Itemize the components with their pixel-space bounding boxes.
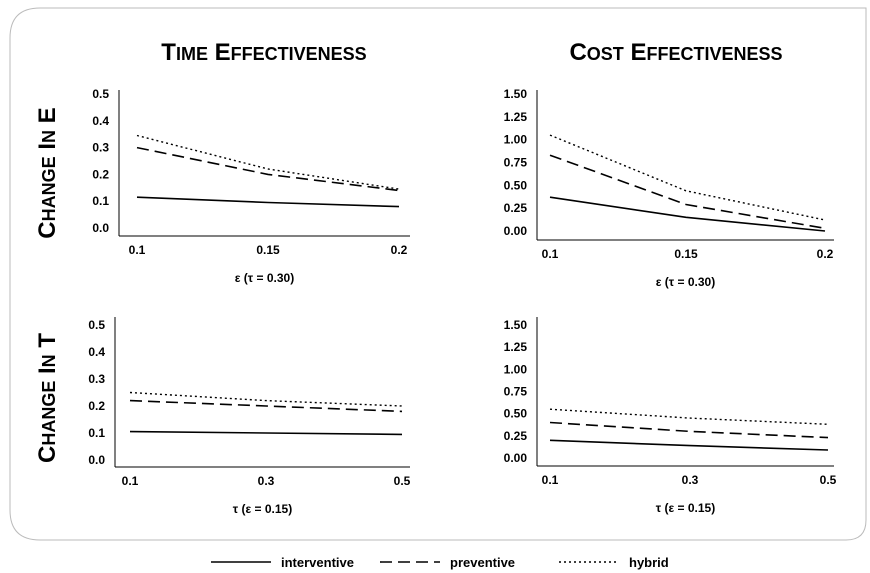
y-tick-label: 0.50 xyxy=(504,178,528,192)
x-tick-label: 0.15 xyxy=(256,243,280,257)
x-axis-label: ε (τ = 0.30) xyxy=(656,275,715,289)
x-tick-label: 0.15 xyxy=(674,247,698,261)
figure-frame xyxy=(9,7,867,541)
y-tick-label: 0.2 xyxy=(92,167,109,181)
series-line-hybrid xyxy=(549,134,826,221)
y-tick-label: 0.3 xyxy=(92,141,109,155)
x-axis-label: τ (ε = 0.15) xyxy=(656,501,715,515)
series-line-hybrid xyxy=(129,391,403,407)
x-tick-label: 0.3 xyxy=(258,474,275,488)
y-tick-label: 0.00 xyxy=(504,224,528,238)
x-tick-label: 0.3 xyxy=(682,473,699,487)
panel-3: 0.0 0.1 0.2 0.3 0.4 0.5 0.1 0.3 0.5 τ (ε = 0.15) xyxy=(88,317,411,516)
y-tick-label: 0.3 xyxy=(88,372,105,386)
y-tick-label: 1.00 xyxy=(504,133,528,147)
x-tick-label: 0.1 xyxy=(129,243,146,257)
y-tick-label: 0.5 xyxy=(92,87,109,101)
x-tick-label: 0.1 xyxy=(542,473,559,487)
series-line-interventive xyxy=(136,196,400,208)
legend-label-preventive: preventive xyxy=(450,555,515,570)
row-title-1: CHANGE IN Ε xyxy=(34,107,61,238)
y-tick-label: 0.4 xyxy=(92,114,109,128)
y-tick-label: 0.1 xyxy=(92,194,109,208)
x-tick-label: 0.2 xyxy=(817,247,834,261)
panel-1: 0.0 0.1 0.2 0.3 0.4 0.5 0.1 0.15 0.2 ε (τ = 0.30) xyxy=(92,87,410,285)
series-line-interventive xyxy=(129,430,403,436)
column-title-1: TIME EFFECTIVENESS xyxy=(161,39,366,66)
titles: TIME EFFECTIVENESS COST EFFECTIVENESS CHAN… xyxy=(34,39,783,463)
y-tick-label: 1.25 xyxy=(504,340,528,354)
x-tick-label: 0.1 xyxy=(122,474,139,488)
x-tick-label: 0.1 xyxy=(542,247,559,261)
y-tick-label: 0.75 xyxy=(504,156,528,170)
column-title-2: COST EFFECTIVENESS xyxy=(569,39,782,66)
series-line-hybrid xyxy=(549,408,829,425)
y-tick-label: 1.25 xyxy=(504,110,528,124)
legend: interventive preventive hybrid xyxy=(211,555,669,570)
y-tick-label: 1.50 xyxy=(504,318,528,332)
y-tick-label: 0.00 xyxy=(504,451,528,465)
series-line-preventive xyxy=(549,154,826,230)
y-tick-label: 1.00 xyxy=(504,362,528,376)
y-tick-label: 0.0 xyxy=(92,221,109,235)
series-line-preventive xyxy=(136,146,400,192)
panel-2: 0.00 0.25 0.50 0.75 1.00 1.25 1.50 0.1 0.15 0.2 ε … xyxy=(504,87,834,289)
legend-label-interventive: interventive xyxy=(281,555,354,570)
x-tick-label: 0.2 xyxy=(391,243,408,257)
y-tick-label: 0.4 xyxy=(88,345,105,359)
y-tick-label: 0.75 xyxy=(504,385,528,399)
y-tick-label: 0.25 xyxy=(504,201,528,215)
panel-4: 0.00 0.25 0.50 0.75 1.00 1.25 1.50 0.1 0.3 0.5 τ (… xyxy=(504,317,837,515)
series-line-interventive xyxy=(549,196,826,232)
row-title-2: CHANGE IN Τ xyxy=(34,333,61,463)
x-tick-label: 0.5 xyxy=(394,474,411,488)
y-tick-label: 0.0 xyxy=(88,453,105,467)
panels: 0.0 0.1 0.2 0.3 0.4 0.5 0.1 0.15 0.2 ε (τ = 0.30)… xyxy=(88,87,836,516)
series-line-interventive xyxy=(549,439,829,451)
x-axis-label: τ (ε = 0.15) xyxy=(233,502,292,516)
legend-label-hybrid: hybrid xyxy=(629,555,669,570)
series-line-preventive xyxy=(549,421,829,439)
y-tick-label: 0.50 xyxy=(504,407,528,421)
y-tick-label: 1.50 xyxy=(504,87,528,101)
x-tick-label: 0.5 xyxy=(820,473,837,487)
series-line-preventive xyxy=(129,399,403,413)
x-axis-label: ε (τ = 0.30) xyxy=(235,271,294,285)
y-tick-label: 0.2 xyxy=(88,399,105,413)
y-tick-label: 0.1 xyxy=(88,426,105,440)
y-tick-label: 0.5 xyxy=(88,318,105,332)
y-tick-label: 0.25 xyxy=(504,429,528,443)
series-line-hybrid xyxy=(136,134,400,190)
